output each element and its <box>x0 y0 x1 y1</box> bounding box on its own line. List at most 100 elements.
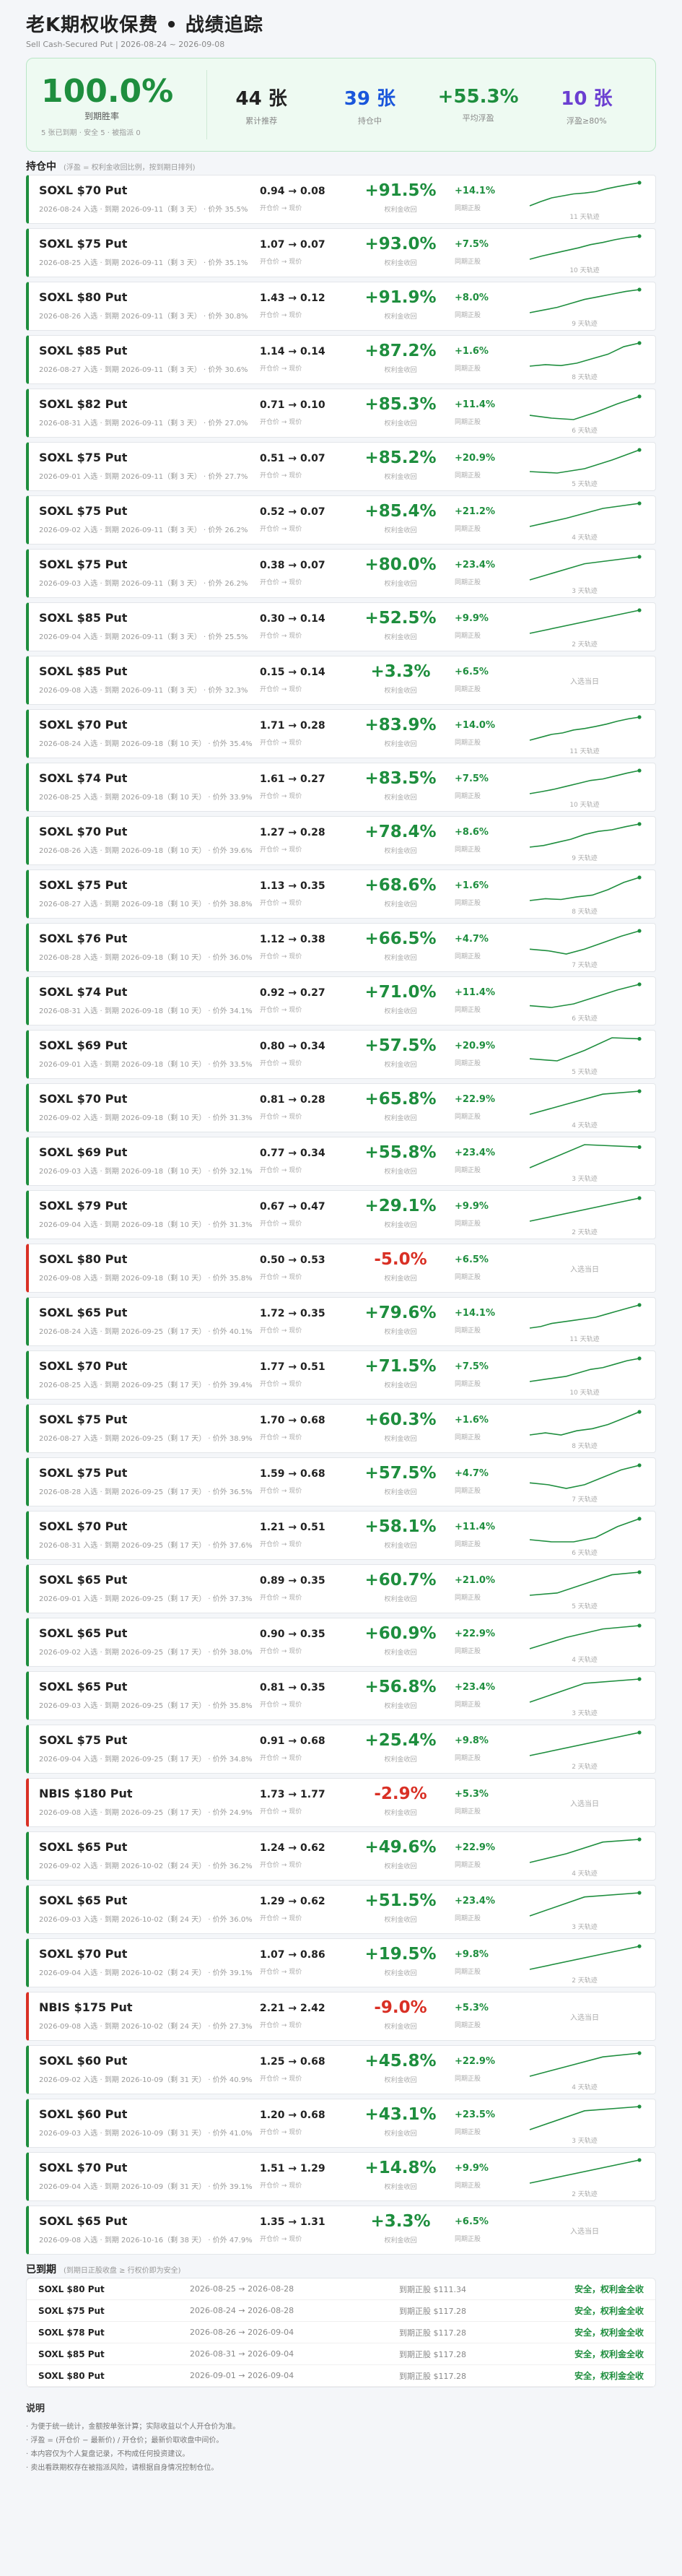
sparkline-label: 6 天轨迹 <box>572 1550 598 1557</box>
sparkline-line <box>529 1037 640 1062</box>
contract-meta: 2026-09-03 入选 · 到期 2026-10-02（剩 24 天） · … <box>39 1916 253 1924</box>
stock-caption: 同期正股 <box>455 1327 481 1335</box>
contract-meta: 2026-09-02 入选 · 到期 2026-09-11（剩 3 天） · 价… <box>39 526 248 534</box>
holding-row: SOXL $60 Put 2026-09-02 入选 · 到期 2026-10-0… <box>26 2045 656 2094</box>
profit-caption: 权利金收回 <box>384 901 417 908</box>
sparkline-line <box>529 984 640 1008</box>
sparkline-box <box>527 447 642 479</box>
stock-change: +5.3% <box>455 2003 489 2013</box>
sparkline <box>529 394 642 420</box>
section-header: 持仓中 (浮盈 = 权利金收回比例，按到期日排列) <box>26 157 656 175</box>
holding-row: SOXL $80 Put 2026-08-26 入选 · 到期 2026-09-1… <box>26 282 656 331</box>
contract-name: SOXL $75 Put <box>39 558 128 571</box>
stock-caption: 同期正股 <box>455 1755 481 1762</box>
holding-row: SOXL $75 Put 2026-08-28 入选 · 到期 2026-09-2… <box>26 1457 656 1506</box>
sparkline <box>529 181 642 207</box>
sparkline-box <box>527 1623 642 1655</box>
price: 1.25 → 0.68 <box>260 2056 325 2068</box>
holding-row: SOXL $85 Put 2026-09-08 入选 · 到期 2026-09-1… <box>26 656 656 705</box>
contract-meta: 2026-09-01 入选 · 到期 2026-09-11（剩 3 天） · 价… <box>39 473 248 481</box>
holding-row: SOXL $65 Put 2026-09-08 入选 · 到期 2026-10-1… <box>26 2206 656 2255</box>
sparkline-line <box>529 396 640 420</box>
stock-caption: 同期正股 <box>455 1114 481 1121</box>
sparkline-label: 5 天轨迹 <box>572 1603 598 1610</box>
contract-meta: 2026-09-01 入选 · 到期 2026-09-18（剩 10 天） · … <box>39 1061 253 1069</box>
stock-caption: 同期正股 <box>455 1220 481 1228</box>
stock-caption: 同期正股 <box>455 1541 481 1548</box>
sparkline <box>529 1730 642 1756</box>
price-caption: 开仓价 → 现价 <box>260 365 302 373</box>
contract-name: SOXL $85 Put <box>39 664 128 678</box>
profit-caption: 权利金收回 <box>384 1756 417 1764</box>
profit-pct: +80.0% <box>364 555 437 574</box>
result: 安全，权利金全收 <box>574 2306 644 2316</box>
stock-change: +22.9% <box>455 1629 495 1639</box>
sparkline-end <box>637 1145 642 1149</box>
profit-caption: 权利金收回 <box>384 2184 417 2191</box>
price: 1.27 → 0.28 <box>260 827 325 838</box>
holding-row: SOXL $70 Put 2026-08-24 入选 · 到期 2026-09-1… <box>26 709 656 758</box>
stock-caption: 同期正股 <box>455 1434 481 1441</box>
expired-row: SOXL $80 Put 2026-08-25 → 2026-08-28 到期正股 … <box>27 2278 655 2300</box>
sparkline-box <box>527 1462 642 1494</box>
profit-pct: +3.3% <box>370 662 431 681</box>
contract-name: SOXL $65 Put <box>39 2214 128 2228</box>
sparkline-line <box>529 182 640 207</box>
price-caption: 开仓价 → 现价 <box>260 2022 302 2029</box>
price: 0.30 → 0.14 <box>260 613 325 625</box>
note-line: · 浮盈 = (开仓价 − 最新价) / 开仓价；最新价取收盘中间价。 <box>26 2437 224 2445</box>
holding-row: NBIS $175 Put 2026-09-08 入选 · 到期 2026-10-… <box>26 1992 656 2041</box>
sparkline-label: 3 天轨迹 <box>572 1924 598 1931</box>
stat-label: 浮盈≥80% <box>567 116 607 126</box>
profit-pct: +71.5% <box>364 1357 437 1376</box>
stock-change: +23.5% <box>455 2109 495 2120</box>
contract-name: SOXL $75 Put <box>39 451 128 464</box>
sparkline-end <box>637 608 642 612</box>
contract-name: SOXL $75 Put <box>38 2305 105 2316</box>
stock-change: +22.9% <box>455 1842 495 1853</box>
stock-caption: 同期正股 <box>455 633 481 640</box>
close-price: 到期正股 $117.28 <box>399 2371 466 2381</box>
contract-name: SOXL $70 Put <box>39 1947 128 1961</box>
sparkline <box>529 1303 642 1329</box>
sparkline-line <box>529 2159 640 2184</box>
holding-row: SOXL $65 Put 2026-08-24 入选 · 到期 2026-09-2… <box>26 1297 656 1346</box>
expired-row: SOXL $80 Put 2026-09-01 → 2026-09-04 到期正股 … <box>27 2365 655 2387</box>
sparkline-label: 6 天轨迹 <box>572 428 598 435</box>
stock-change: +23.4% <box>455 1148 495 1158</box>
profit-pct: +51.5% <box>364 1891 437 1910</box>
profit-caption: 权利金收回 <box>384 527 417 534</box>
price: 0.80 → 0.34 <box>260 1041 325 1052</box>
sparkline-end <box>637 555 642 559</box>
stock-caption: 同期正股 <box>455 365 481 373</box>
stock-caption: 同期正股 <box>455 259 481 266</box>
sparkline-label: 2 天轨迹 <box>572 641 598 649</box>
sparkline-end <box>637 181 642 185</box>
price: 0.67 → 0.47 <box>260 1201 325 1213</box>
sparkline-line <box>529 1465 640 1489</box>
profit-caption: 权利金收回 <box>384 1489 417 1496</box>
price: 1.29 → 0.62 <box>260 1896 325 1907</box>
stock-change: +20.9% <box>455 453 495 464</box>
contract-name: SOXL $65 Put <box>39 1573 128 1587</box>
contract-name: SOXL $75 Put <box>39 237 128 251</box>
price-caption: 开仓价 → 现价 <box>260 1007 302 1014</box>
sparkline <box>529 1570 642 1596</box>
profit-pct: +56.8% <box>364 1678 437 1696</box>
contract-meta: 2026-09-03 入选 · 到期 2026-09-18（剩 10 天） · … <box>39 1168 253 1176</box>
holding-row: NBIS $180 Put 2026-09-08 入选 · 到期 2026-09-… <box>26 1778 656 1827</box>
contract-name: SOXL $65 Put <box>39 1840 128 1854</box>
note-line: · 为便于统一统计，金额按单张计算；实际收益以个人开仓价为准。 <box>26 2423 240 2431</box>
contract-meta: 2026-08-25 入选 · 到期 2026-09-25（剩 17 天） · … <box>39 1382 253 1389</box>
sparkline-box <box>527 500 642 532</box>
contract-name: SOXL $75 Put <box>39 1466 128 1480</box>
sparkline-end <box>637 234 642 238</box>
stock-caption: 同期正股 <box>455 205 481 212</box>
price: 0.81 → 0.28 <box>260 1094 325 1106</box>
sparkline-label: 6 天轨迹 <box>572 1015 598 1023</box>
price: 0.38 → 0.07 <box>260 560 325 571</box>
holding-row: SOXL $85 Put 2026-09-04 入选 · 到期 2026-09-1… <box>26 602 656 651</box>
price: 0.90 → 0.35 <box>260 1629 325 1640</box>
stat: 10 张浮盈≥80% <box>533 84 641 126</box>
sparkline-box <box>527 2104 642 2135</box>
